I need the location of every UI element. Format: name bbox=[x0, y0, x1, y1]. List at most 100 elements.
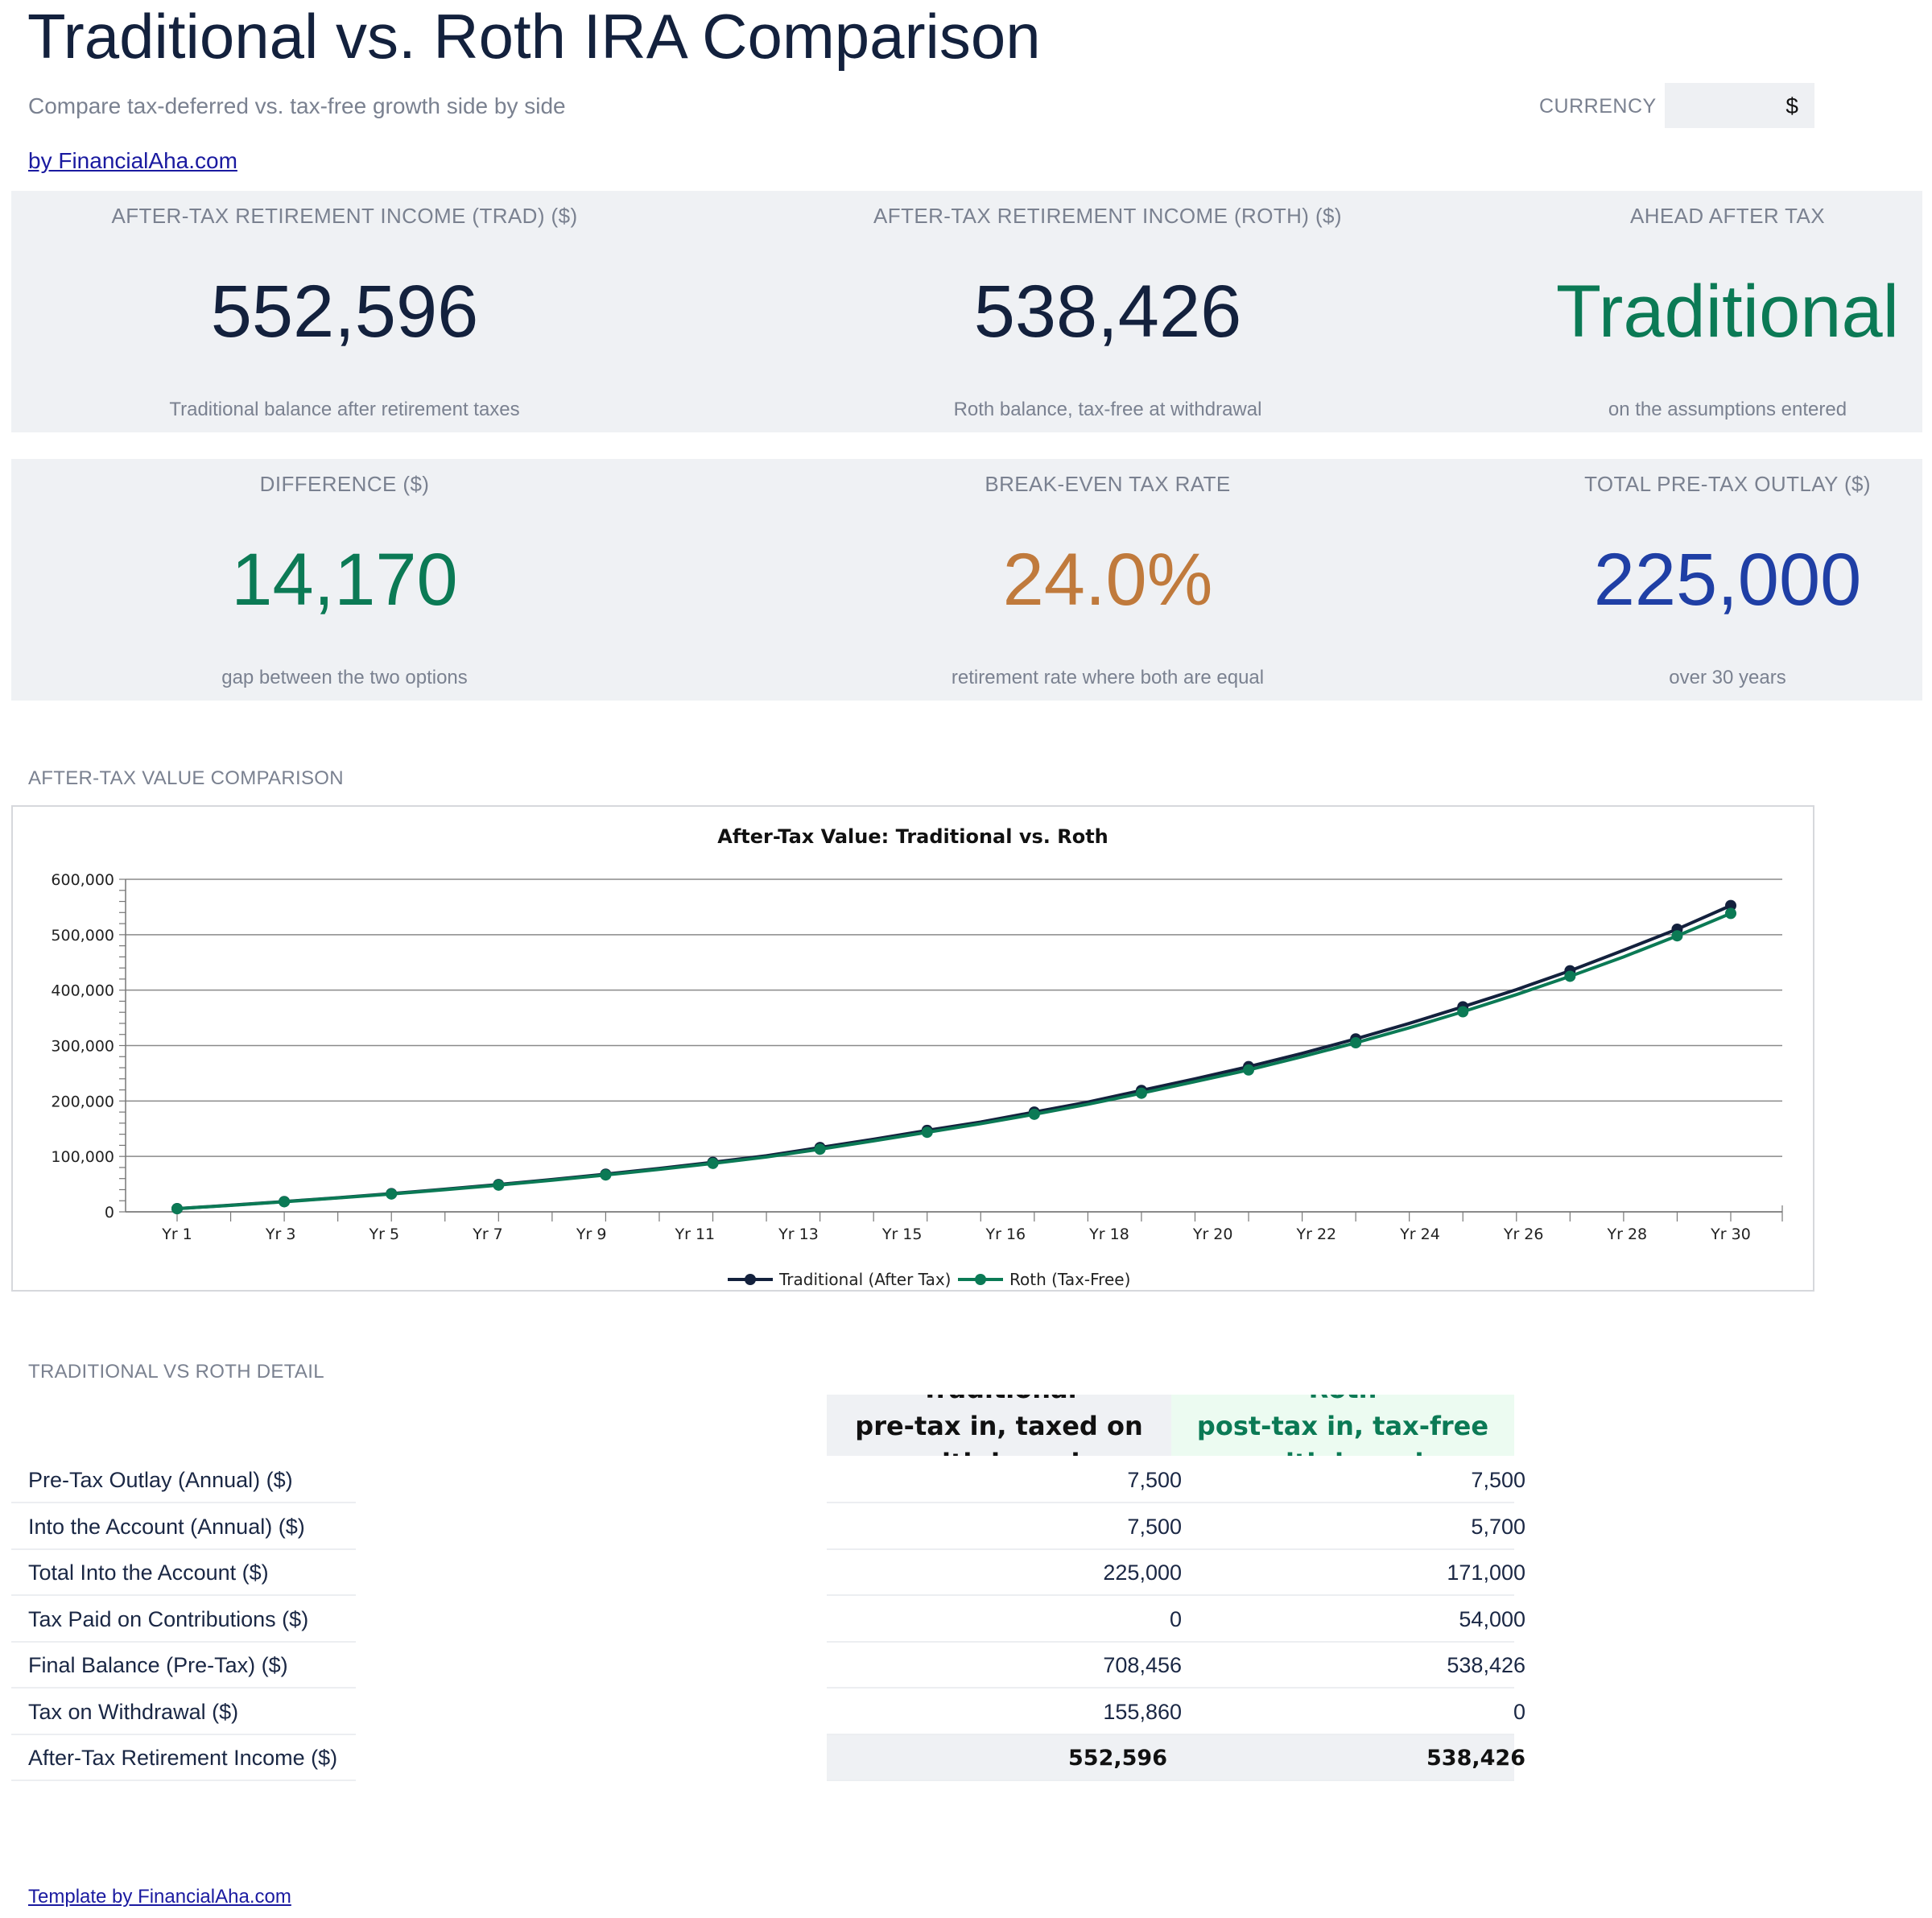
kpi-label: AHEAD AFTER TAX bbox=[1630, 204, 1825, 228]
roth-column-header: Roth post-tax in, tax-free withdrawal bbox=[1171, 1395, 1514, 1456]
kpi-note: Roth balance, tax-free at withdrawal bbox=[953, 399, 1262, 420]
kpi-trad-income: AFTER-TAX RETIREMENT INCOME (TRAD) ($) 5… bbox=[11, 191, 678, 432]
data-point bbox=[707, 1157, 719, 1169]
row-divider bbox=[827, 1594, 1514, 1596]
row-divider bbox=[827, 1733, 1514, 1735]
x-tick-label: Yr 20 bbox=[1192, 1226, 1233, 1243]
row-divider bbox=[827, 1640, 1514, 1643]
currency-label: CURRENCY bbox=[1539, 95, 1657, 118]
kpi-ahead-after-tax: AHEAD AFTER TAX Traditional on the assum… bbox=[1486, 191, 1932, 432]
x-tick-label: Yr 24 bbox=[1399, 1226, 1440, 1243]
chart-title: After-Tax Value: Traditional vs. Roth bbox=[717, 825, 1108, 848]
x-tick-label: Yr 22 bbox=[1296, 1226, 1337, 1243]
currency-value: $ bbox=[1785, 93, 1798, 118]
kpi-band-income: AFTER-TAX RETIREMENT INCOME (TRAD) ($) 5… bbox=[11, 191, 1922, 432]
row-label: Final Balance (Pre-Tax) ($) bbox=[28, 1653, 288, 1677]
kpi-label: DIFFERENCE ($) bbox=[259, 472, 430, 496]
x-tick-label: Yr 5 bbox=[369, 1226, 400, 1243]
legend-label: Roth (Tax-Free) bbox=[1009, 1270, 1130, 1289]
y-tick-label: 100,000 bbox=[51, 1148, 114, 1166]
roth-value: 0 bbox=[1513, 1699, 1525, 1724]
y-tick-label: 200,000 bbox=[51, 1093, 114, 1110]
kpi-note: over 30 years bbox=[1669, 667, 1786, 688]
row-divider bbox=[11, 1780, 356, 1781]
row-divider bbox=[11, 1594, 356, 1596]
data-point bbox=[279, 1196, 291, 1208]
data-point bbox=[814, 1143, 826, 1155]
roth-value: 7,500 bbox=[1471, 1468, 1525, 1492]
traditional-value: 7,500 bbox=[1127, 1468, 1182, 1492]
row-label: Into the Account (Annual) ($) bbox=[28, 1514, 305, 1539]
byline-link[interactable]: by FinancialAha.com bbox=[28, 148, 237, 173]
row-divider bbox=[11, 1548, 356, 1550]
kpi-value: Traditional bbox=[1555, 271, 1900, 353]
kpi-value: 552,596 bbox=[210, 271, 479, 353]
row-divider bbox=[11, 1502, 356, 1503]
chart-container: After-Tax Value: Traditional vs. Roth 0 10… bbox=[11, 805, 1814, 1292]
y-tick-label: 0 bbox=[105, 1204, 114, 1221]
table-row: Tax on Withdrawal ($) 155,860 0 bbox=[11, 1689, 1525, 1735]
data-point bbox=[1725, 899, 1736, 911]
row-divider bbox=[11, 1640, 356, 1643]
row-divider bbox=[827, 1780, 1514, 1781]
data-point bbox=[493, 1179, 505, 1191]
roth-value: 538,426 bbox=[1447, 1653, 1525, 1677]
table-row: Tax Paid on Contributions ($) 0 54,000 bbox=[11, 1597, 1525, 1643]
detail-section-label: TRADITIONAL VS ROTH DETAIL bbox=[28, 1361, 324, 1383]
x-tick-label: Yr 13 bbox=[778, 1226, 819, 1243]
series-line-1 bbox=[176, 911, 1732, 1211]
row-label: After-Tax Retirement Income ($) bbox=[28, 1746, 338, 1770]
total-row-highlight bbox=[827, 1735, 1514, 1781]
chart-section-label: AFTER-TAX VALUE COMPARISON bbox=[28, 767, 344, 789]
x-tick-label: Yr 30 bbox=[1710, 1226, 1751, 1243]
data-point bbox=[921, 1126, 933, 1139]
traditional-value: 708,456 bbox=[1103, 1653, 1182, 1677]
y-tick-label: 500,000 bbox=[51, 927, 114, 945]
roth-value: 171,000 bbox=[1447, 1560, 1525, 1585]
row-label: Tax on Withdrawal ($) bbox=[28, 1699, 239, 1724]
row-label: Total Into the Account ($) bbox=[28, 1560, 269, 1585]
x-tick-label: Yr 7 bbox=[472, 1226, 503, 1243]
x-tick-label: Yr 3 bbox=[265, 1226, 296, 1243]
row-divider bbox=[827, 1548, 1514, 1550]
row-divider bbox=[827, 1687, 1514, 1689]
series-line-0 bbox=[176, 903, 1732, 1211]
kpi-label: AFTER-TAX RETIREMENT INCOME (ROTH) ($) bbox=[873, 204, 1342, 228]
row-divider bbox=[11, 1733, 356, 1735]
page-title: Traditional vs. Roth IRA Comparison bbox=[27, 1, 1041, 72]
kpi-value: 14,170 bbox=[231, 539, 458, 621]
roth-value: 538,426 bbox=[1426, 1746, 1525, 1771]
currency-input[interactable]: $ bbox=[1665, 83, 1814, 128]
data-point bbox=[1028, 1108, 1040, 1120]
kpi-value: 225,000 bbox=[1593, 539, 1862, 621]
kpi-note: gap between the two options bbox=[221, 667, 468, 688]
kpi-break-even-rate: BREAK-EVEN TAX RATE 24.0% retirement rat… bbox=[774, 459, 1441, 701]
y-tick-label: 600,000 bbox=[51, 871, 114, 889]
kpi-note: Traditional balance after retirement tax… bbox=[169, 399, 520, 420]
row-label: Tax Paid on Contributions ($) bbox=[28, 1606, 309, 1631]
x-tick-label: Yr 18 bbox=[1088, 1226, 1129, 1243]
traditional-value: 0 bbox=[1169, 1606, 1182, 1631]
data-point bbox=[1564, 970, 1576, 982]
data-point bbox=[171, 1203, 183, 1215]
traditional-header-text: Traditional pre-tax in, taxed on withdra… bbox=[855, 1395, 1143, 1456]
footer-link[interactable]: Template by FinancialAha.com bbox=[28, 1886, 291, 1908]
kpi-label: BREAK-EVEN TAX RATE bbox=[985, 472, 1231, 496]
data-point bbox=[1135, 1087, 1147, 1099]
data-point bbox=[600, 1169, 612, 1181]
kpi-roth-income: AFTER-TAX RETIREMENT INCOME (ROTH) ($) 5… bbox=[774, 191, 1441, 432]
x-tick-label: Yr 16 bbox=[985, 1226, 1026, 1243]
data-point bbox=[1725, 907, 1736, 920]
row-divider bbox=[827, 1502, 1514, 1503]
kpi-note: retirement rate where both are equal bbox=[951, 667, 1265, 688]
page-subtitle: Compare tax-deferred vs. tax-free growth… bbox=[28, 93, 566, 118]
row-label: Pre-Tax Outlay (Annual) ($) bbox=[28, 1468, 293, 1492]
x-tick-label: Yr 28 bbox=[1607, 1226, 1648, 1243]
roth-value: 54,000 bbox=[1459, 1606, 1525, 1631]
x-tick-label: Yr 1 bbox=[161, 1226, 192, 1243]
kpi-value: 24.0% bbox=[1002, 539, 1213, 621]
traditional-value: 7,500 bbox=[1127, 1514, 1182, 1539]
x-tick-label: Yr 26 bbox=[1503, 1226, 1544, 1243]
legend-marker bbox=[745, 1274, 756, 1285]
traditional-column-header: Traditional pre-tax in, taxed on withdra… bbox=[827, 1395, 1171, 1456]
